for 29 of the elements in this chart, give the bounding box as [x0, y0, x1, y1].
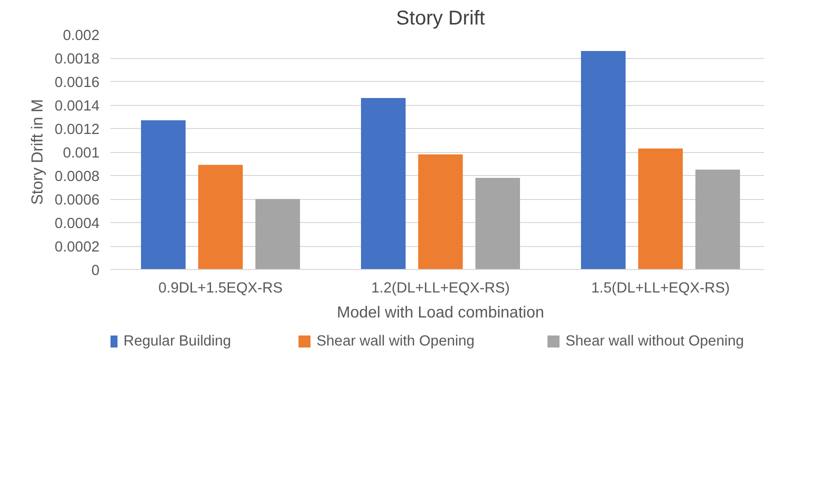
y-tick-label: 0.0012: [54, 122, 100, 138]
bar: [638, 148, 683, 270]
legend-label: Regular Building: [124, 334, 232, 350]
bar: [580, 50, 626, 270]
y-tick-label: 0: [91, 263, 100, 279]
y-tick-label: 0.0002: [54, 240, 100, 256]
bar: [695, 170, 740, 270]
bar: [475, 178, 520, 270]
x-tick-label: 0.9DL+1.5EQX-RS: [158, 280, 283, 296]
x-tick-label: 1.5(DL+LL+EQX-RS): [591, 280, 730, 296]
y-tick-label: 0.0008: [54, 169, 100, 185]
y-tick-label: 0.0006: [54, 192, 100, 208]
bar: [418, 154, 463, 270]
y-tick-label: 0.0018: [54, 52, 100, 68]
y-tick-label: 0.0004: [54, 216, 100, 232]
legend-label: Shear wall without Opening: [566, 334, 744, 350]
y-axis-title: Story Drift in M: [30, 99, 47, 205]
y-tick-label: 0.0016: [54, 75, 100, 91]
bar: [360, 98, 406, 270]
y-tick-label: 0.002: [62, 28, 100, 44]
x-tick-label: 1.2(DL+LL+EQX-RS): [371, 280, 510, 296]
y-tick-label: 0.0014: [54, 98, 100, 114]
bar: [255, 199, 300, 270]
bar: [198, 164, 243, 270]
y-tick-label: 0.001: [62, 146, 100, 162]
legend-label: Shear wall with Opening: [316, 334, 475, 350]
x-axis-title: Model with Load combination: [336, 304, 544, 322]
bar: [140, 120, 186, 270]
chart-title: Story Drift: [396, 8, 486, 30]
